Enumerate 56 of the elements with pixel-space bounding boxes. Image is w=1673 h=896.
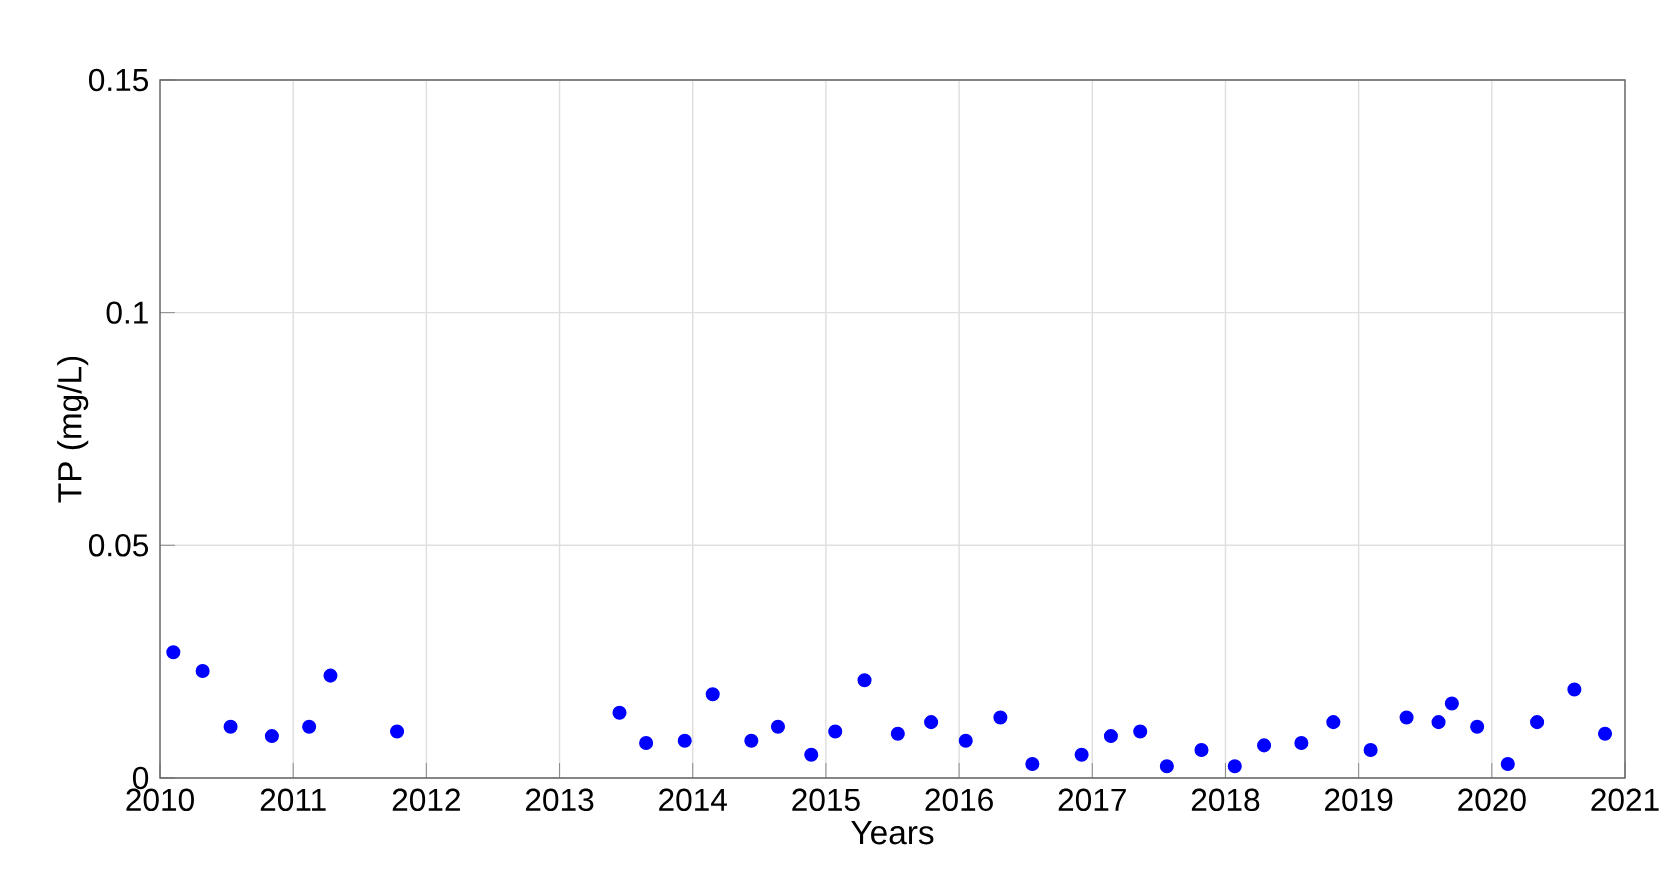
point xyxy=(1597,726,1613,741)
x-tick-label: 2011 xyxy=(260,788,326,812)
point xyxy=(1159,759,1174,774)
y-tick-label: 0.1 xyxy=(106,301,148,324)
point xyxy=(1025,756,1040,772)
point xyxy=(1363,743,1378,758)
x-tick-label: 2014 xyxy=(659,788,727,812)
point xyxy=(166,645,181,660)
x-axis-title: Years xyxy=(851,821,934,845)
point xyxy=(223,719,238,734)
point xyxy=(1470,719,1485,734)
point xyxy=(1399,710,1414,725)
point xyxy=(1567,682,1582,697)
point xyxy=(1326,715,1341,730)
y-tick-label: 0.05 xyxy=(89,534,149,557)
point xyxy=(1133,724,1148,739)
point xyxy=(1257,738,1272,753)
x-tick-label: 2018 xyxy=(1191,788,1260,812)
point xyxy=(890,726,905,741)
x-tick-label: 2021 xyxy=(1591,788,1659,812)
x-tick-label: 2020 xyxy=(1458,788,1526,812)
y-tick-label: 0.15 xyxy=(89,68,149,92)
point xyxy=(264,729,279,744)
x-tick-label: 2012 xyxy=(392,788,460,812)
point xyxy=(958,733,973,748)
y-axis-title: TP (mg/L) xyxy=(57,356,89,503)
point xyxy=(677,733,692,748)
point xyxy=(804,747,819,762)
point xyxy=(828,724,843,739)
x-tick-label: 2019 xyxy=(1325,788,1393,812)
x-tick-label: 2010 xyxy=(126,788,194,812)
point xyxy=(1227,759,1242,774)
point xyxy=(639,736,654,751)
point xyxy=(993,710,1008,725)
point xyxy=(924,715,939,730)
point xyxy=(302,719,317,734)
point xyxy=(744,733,759,748)
point xyxy=(1500,756,1515,772)
point xyxy=(857,673,872,688)
point xyxy=(1074,747,1089,762)
point xyxy=(1431,715,1446,730)
point xyxy=(1103,729,1118,744)
x-tick-label: 2015 xyxy=(792,788,860,812)
point xyxy=(195,663,210,679)
point xyxy=(705,687,720,702)
point xyxy=(1194,743,1209,758)
point xyxy=(770,719,785,734)
point xyxy=(323,668,338,683)
point xyxy=(1294,736,1309,751)
x-tick-label: 2017 xyxy=(1058,788,1126,812)
point xyxy=(1530,715,1545,730)
x-tick-label: 2016 xyxy=(925,788,993,812)
point xyxy=(390,724,405,739)
point xyxy=(612,705,627,720)
point xyxy=(1444,696,1459,711)
x-tick-label: 2013 xyxy=(525,788,594,812)
